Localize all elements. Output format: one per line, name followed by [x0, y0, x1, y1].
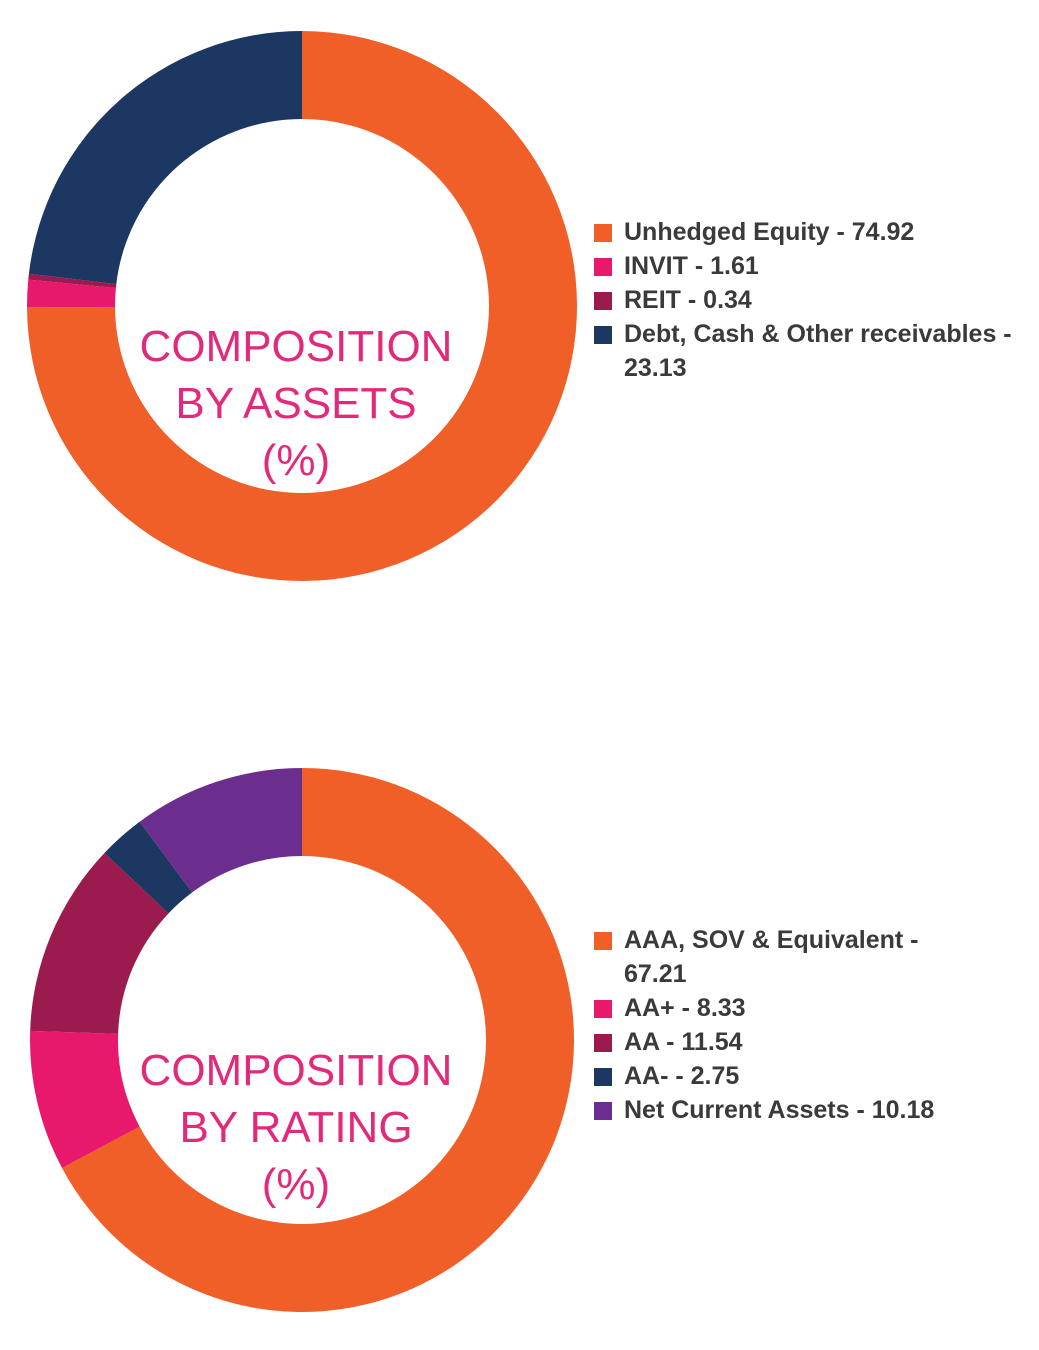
legend-item: AA+ - 8.33: [594, 991, 954, 1025]
donut-slice-0-3: [28, 30, 303, 285]
donut-slice-1-3: [104, 821, 193, 914]
legend-label: AA- - 2.75: [624, 1062, 740, 1090]
donut-slice-1-0: [61, 768, 574, 1313]
assets-title-line-1: COMPOSITION: [139, 322, 453, 371]
legend-item: Net Current Assets - 10.18: [594, 1093, 954, 1127]
assets-legend: Unhedged Equity - 74.92 INVIT - 1.61 REI…: [594, 215, 1034, 385]
legend-label: Unhedged Equity - 74.92: [624, 218, 915, 246]
assets-donut-chart: [27, 30, 577, 581]
legend-swatch: [594, 258, 612, 276]
donut-slice-1-1: [29, 1030, 140, 1168]
donut-slice-1-2: [30, 852, 169, 1034]
legend-label: Net Current Assets - 10.18: [624, 1096, 935, 1124]
assets-title-line-3: (%): [261, 436, 331, 485]
legend-item: INVIT - 1.61: [594, 249, 1034, 283]
donut-slice-0-1: [27, 279, 116, 308]
legend-swatch: [594, 1034, 612, 1052]
legend-swatch: [594, 1000, 612, 1018]
legend-label: Debt, Cash & Other receivables - 23.13: [624, 320, 1012, 382]
legend-item: AAA, SOV & Equivalent - 67.21: [594, 923, 954, 991]
legend-label: AAA, SOV & Equivalent - 67.21: [624, 926, 919, 988]
legend-item: REIT - 0.34: [594, 283, 1034, 317]
legend-item: Debt, Cash & Other receivables - 23.13: [594, 317, 1034, 385]
rating-legend: AAA, SOV & Equivalent - 67.21 AA+ - 8.33…: [594, 923, 954, 1127]
legend-item: AA - 11.54: [594, 1025, 954, 1059]
rating-donut-chart: [29, 768, 574, 1313]
assets-chart-title: COMPOSITION BY ASSETS (%): [96, 318, 496, 489]
legend-swatch: [594, 224, 612, 242]
legend-swatch: [594, 292, 612, 310]
rating-title-line-2: BY RATING: [179, 1103, 413, 1152]
legend-label: REIT - 0.34: [624, 286, 752, 314]
legend-item: AA- - 2.75: [594, 1059, 954, 1093]
legend-label: AA+ - 8.33: [624, 994, 746, 1022]
rating-title-line-3: (%): [261, 1160, 331, 1209]
legend-item: Unhedged Equity - 74.92: [594, 215, 1034, 249]
legend-label: AA - 11.54: [624, 1028, 743, 1056]
donut-slice-0-2: [28, 273, 117, 289]
legend-swatch: [594, 1068, 612, 1086]
legend-swatch: [594, 326, 612, 344]
donut-slice-1-4: [139, 768, 302, 893]
legend-label: INVIT - 1.61: [624, 252, 759, 280]
donut-slice-0-0: [27, 31, 577, 581]
legend-swatch: [594, 932, 612, 950]
legend-swatch: [594, 1102, 612, 1120]
rating-title-line-1: COMPOSITION: [139, 1046, 453, 1095]
assets-title-line-2: BY ASSETS: [175, 379, 417, 428]
rating-chart-title: COMPOSITION BY RATING (%): [96, 1042, 496, 1213]
